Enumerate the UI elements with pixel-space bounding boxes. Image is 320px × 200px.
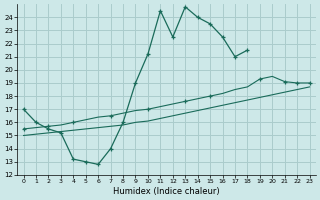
- X-axis label: Humidex (Indice chaleur): Humidex (Indice chaleur): [113, 187, 220, 196]
